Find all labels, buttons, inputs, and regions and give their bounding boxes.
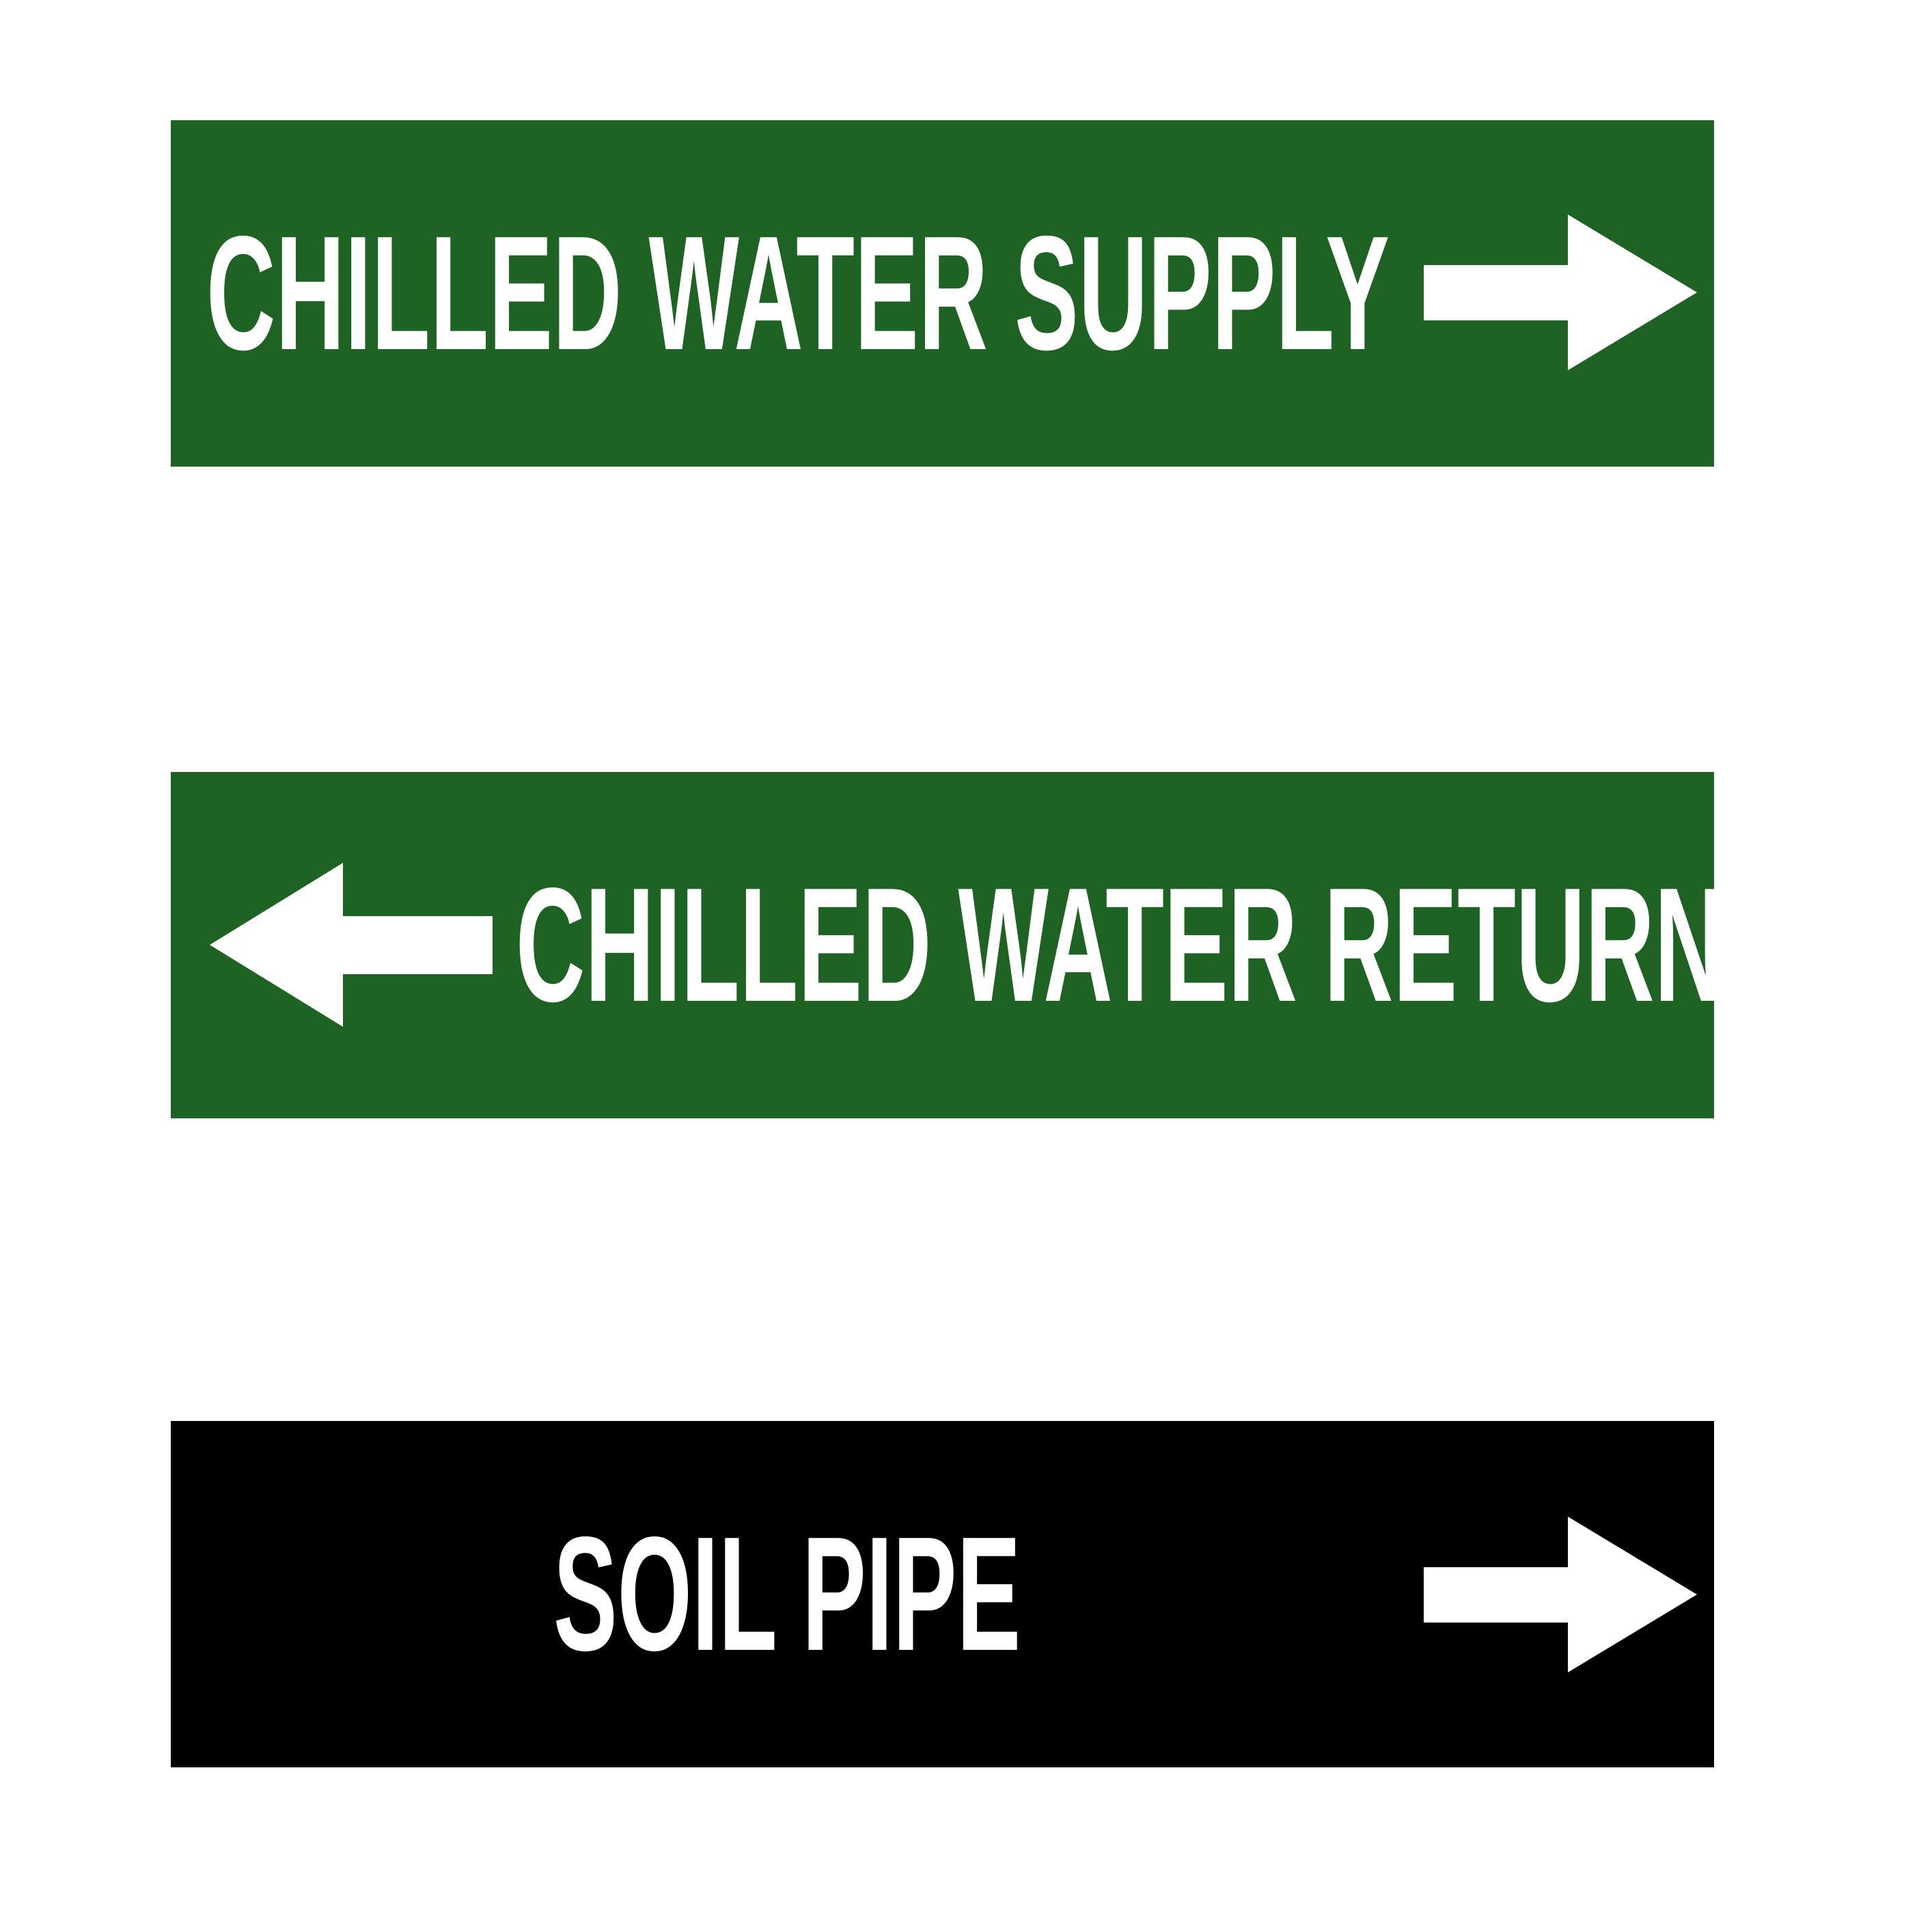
pipe-label-text: CHILLED WATER SUPPLY (206, 203, 1390, 384)
pipe-label-chilled-water-return: CHILLED WATER RETURN (171, 772, 1714, 1118)
pipe-label-text: CHILLED WATER RETURN (516, 855, 1714, 1036)
arrow-right-icon (1424, 215, 1697, 370)
pipe-label-soil-pipe: SOIL PIPE (171, 1421, 1714, 1767)
pipe-label-text: SOIL PIPE (553, 1504, 1021, 1685)
arrow-right-icon (1424, 1517, 1697, 1672)
pipe-label-chilled-water-supply: CHILLED WATER SUPPLY (171, 120, 1714, 467)
arrow-left-icon (210, 863, 493, 1027)
